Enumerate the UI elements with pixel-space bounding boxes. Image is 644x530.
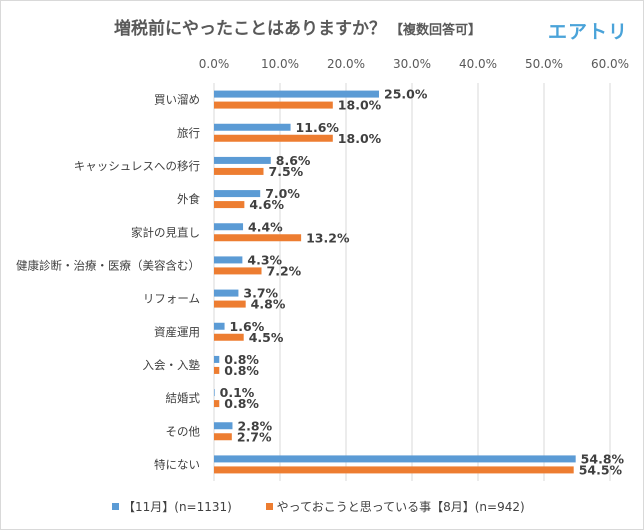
category-label: 買い溜め xyxy=(154,93,200,107)
bar-nov xyxy=(214,455,576,463)
category-label: 特にない xyxy=(154,457,200,471)
bar-nov xyxy=(214,223,244,231)
legend-item-nov: 【11月】(n=1131) xyxy=(112,498,232,515)
data-label: 7.0% xyxy=(265,186,300,201)
data-label: 0.1% xyxy=(220,385,255,400)
bar-aug xyxy=(214,167,264,175)
legend-swatch-orange xyxy=(265,503,273,510)
bar-nov xyxy=(214,190,261,198)
data-label: 1.6% xyxy=(230,319,265,334)
bar-aug xyxy=(214,433,232,441)
bar-aug xyxy=(214,134,333,142)
data-label: 13.2% xyxy=(306,230,350,245)
data-label: 4.6% xyxy=(249,197,284,212)
bar-nov xyxy=(214,123,291,131)
bar-aug xyxy=(214,101,333,109)
data-label: 18.0% xyxy=(338,98,382,113)
bar-aug xyxy=(214,300,246,308)
data-label: 0.8% xyxy=(224,396,259,411)
data-label: 4.5% xyxy=(249,330,284,345)
bar-nov xyxy=(214,90,379,98)
category-label: 健康診断・治療・医療（美容含む） xyxy=(16,258,200,272)
title-note: 【複数回答可】 xyxy=(390,23,482,38)
bar-nov xyxy=(214,256,243,264)
x-tick-label: 20.0% xyxy=(327,57,365,71)
x-tick-label: 40.0% xyxy=(459,57,497,71)
bar-nov xyxy=(214,355,220,363)
bar-aug xyxy=(214,366,220,374)
data-label: 18.0% xyxy=(338,131,382,146)
category-labels: 買い溜め旅行キャッシュレスへの移行外食家計の見直し健康診断・治療・医療（美容含む… xyxy=(16,93,200,472)
data-label: 4.4% xyxy=(248,219,283,234)
category-label: 結婚式 xyxy=(166,391,201,405)
category-label: キャッシュレスへの移行 xyxy=(74,159,200,173)
category-label: 外食 xyxy=(177,192,200,206)
x-tick-labels: 0.0% 10.0% 20.0% 30.0% 40.0% 50.0% 60.0% xyxy=(199,57,629,71)
x-tick-label: 60.0% xyxy=(591,57,629,71)
data-label: 54.8% xyxy=(581,451,625,466)
category-label: リフォーム xyxy=(143,292,200,306)
bar-aug xyxy=(214,234,302,242)
category-label: 資産運用 xyxy=(154,325,200,339)
data-label: 4.3% xyxy=(247,252,282,267)
x-tick-label: 30.0% xyxy=(393,57,431,71)
legend-label: やっておこうと思っている事【8月】(n=942) xyxy=(276,500,525,514)
category-label: 家計の見直し xyxy=(131,225,200,239)
data-label: 25.0% xyxy=(384,87,428,102)
x-tick-label: 50.0% xyxy=(525,57,563,71)
category-label: 旅行 xyxy=(177,126,200,140)
data-labels: 25.0%18.0%11.6%18.0%8.6%7.5%7.0%4.6%4.4%… xyxy=(220,87,625,478)
bar-aug xyxy=(214,267,262,275)
data-label: 2.7% xyxy=(237,429,272,444)
data-label: 8.6% xyxy=(276,153,311,168)
data-label: 0.8% xyxy=(224,352,259,367)
data-label: 11.6% xyxy=(296,120,340,135)
brand-logo: エアトリ xyxy=(548,21,629,43)
bar-nov xyxy=(214,322,225,330)
bar-nov xyxy=(214,289,239,297)
bar-nov xyxy=(214,156,271,164)
data-label: 4.8% xyxy=(251,297,286,312)
data-label: 0.8% xyxy=(224,363,259,378)
chart-title: 増税前にやったことはありますか？ 【複数回答可】 xyxy=(114,14,481,39)
gridlines xyxy=(213,83,611,481)
data-label: 2.8% xyxy=(237,418,272,433)
bar-aug xyxy=(214,201,245,209)
legend-label: 【11月】(n=1131) xyxy=(123,500,232,514)
data-label: 3.7% xyxy=(243,286,278,301)
legend: 【11月】(n=1131) やっておこうと思っている事【8月】(n=942) xyxy=(112,498,555,515)
data-label: 7.2% xyxy=(267,263,302,278)
bar-nov xyxy=(214,422,233,430)
legend-swatch-blue xyxy=(112,503,119,510)
x-tick-label: 0.0% xyxy=(199,57,230,71)
x-tick-label: 10.0% xyxy=(261,57,299,71)
category-label: 入会・入塾 xyxy=(143,358,201,372)
bar-aug xyxy=(214,400,220,408)
data-label: 54.5% xyxy=(579,462,623,477)
bar-nov xyxy=(214,389,215,397)
bar-aug xyxy=(214,466,574,474)
data-label: 7.5% xyxy=(269,164,304,179)
title-main: 増税前にやったことはありますか？ xyxy=(114,19,386,39)
category-label: その他 xyxy=(166,424,201,438)
bars xyxy=(214,90,576,474)
legend-item-aug: やっておこうと思っている事【8月】(n=942) xyxy=(265,498,525,515)
bar-aug xyxy=(214,333,244,341)
